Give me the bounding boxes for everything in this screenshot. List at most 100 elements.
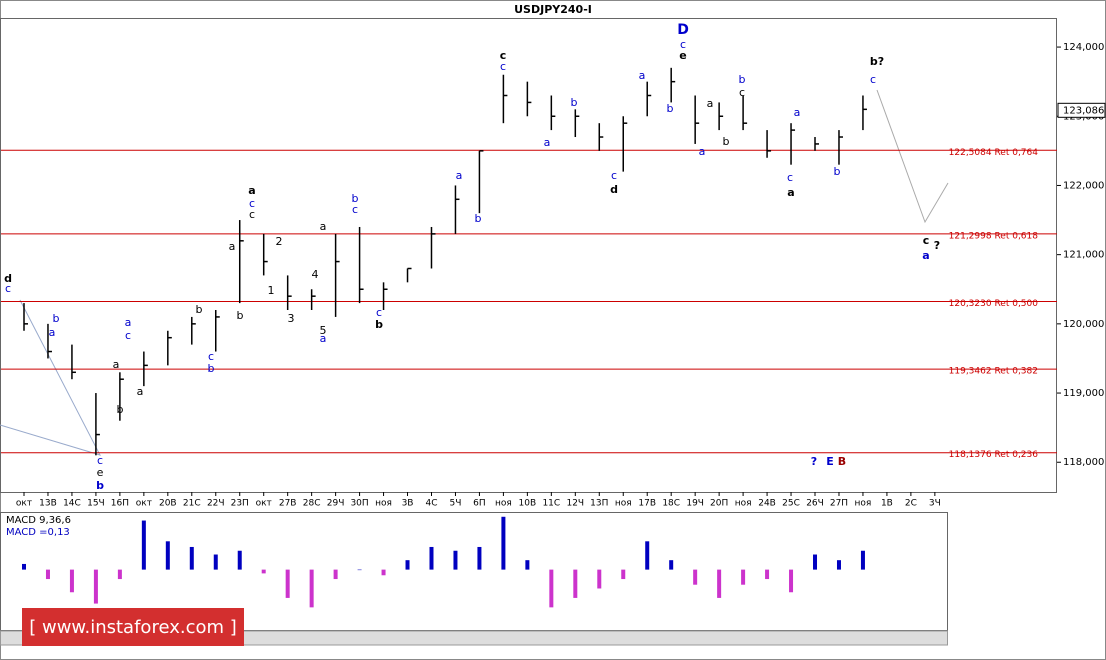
x-tick-label: 22Ч (207, 499, 225, 509)
macd-bar (645, 541, 650, 570)
macd-bar (213, 554, 218, 570)
x-tick-label: ноя (495, 499, 512, 509)
level-label: 118,1376 Ret 0,236 (949, 450, 1039, 460)
wave-label: c (5, 282, 11, 295)
wave-label: 4 (312, 268, 319, 281)
macd-bar (141, 520, 146, 570)
wave-label: b (237, 309, 244, 322)
wave-label: e (97, 466, 104, 479)
x-tick-label: 29Ч (327, 499, 345, 509)
wave-label: a (229, 240, 236, 253)
wave-label: c (923, 234, 930, 247)
x-tick-label: 20В (159, 499, 177, 509)
watermark: [ www.instaforex.com ] (29, 617, 237, 638)
x-tick-label: 13П (590, 499, 608, 509)
wave-label: c (352, 203, 358, 216)
macd-bar (813, 554, 818, 570)
x-tick-label: окт (136, 499, 152, 509)
macd-bar (789, 569, 794, 593)
macd-bar (165, 541, 170, 570)
x-tick-label: окт (16, 499, 32, 509)
wave-label: b (96, 479, 104, 492)
x-tick-label: 1В (881, 499, 893, 509)
x-tick-label: 5Ч (450, 499, 462, 509)
wave-label: D (677, 22, 689, 38)
last-price-label: 123,086 (1063, 105, 1104, 116)
x-tick-label: 11С (542, 499, 560, 509)
x-tick-label: ноя (615, 499, 632, 509)
macd-bar (189, 546, 194, 570)
chart-title: USDJPY240-I (514, 3, 592, 16)
x-tick-label: 10В (519, 499, 537, 509)
macd-bar (717, 569, 722, 598)
macd-bar (765, 569, 770, 580)
macd-bar (261, 569, 266, 574)
level-label: 121,2998 Ret 0,618 (949, 231, 1039, 241)
macd-bar (381, 569, 386, 576)
level-label: 119,3462 Ret 0,382 (949, 367, 1038, 377)
wave-label: a (113, 358, 120, 371)
macd-bar (22, 563, 26, 570)
x-tick-label: 20П (710, 499, 728, 509)
wave-label: d (4, 272, 12, 285)
wave-label: a (49, 326, 56, 339)
last-price-box (1057, 102, 1106, 118)
wave-label: b (834, 165, 841, 178)
y-tick-label: 124,000 (1063, 42, 1104, 53)
wave-label: b (723, 135, 730, 148)
trend-line (0, 299, 101, 456)
wave-label: c (739, 86, 745, 99)
wave-label: a (787, 186, 794, 199)
y-tick-label: 118,000 (1063, 457, 1104, 468)
macd-bar (333, 569, 338, 580)
macd-value-label: MACD =0,13 (6, 527, 70, 538)
x-tick-label: 24В (758, 499, 776, 509)
macd-bar (237, 550, 242, 570)
macd-label: MACD 9,36,6 (6, 515, 71, 526)
macd-bar (573, 569, 578, 598)
wave-label: 1 (268, 284, 275, 297)
wave-label: a (137, 385, 144, 398)
x-tick-label: 23П (231, 499, 249, 509)
wave-label: c (680, 38, 686, 51)
wave-label: a (922, 249, 929, 262)
x-tick-label: 18С (662, 499, 680, 509)
x-tick-label: 27В (279, 499, 297, 509)
x-tick-label: 12Ч (566, 499, 584, 509)
wave-label: c (787, 171, 793, 184)
macd-bar (285, 569, 290, 598)
watermark-box (22, 608, 244, 646)
wave-label: e (679, 49, 686, 62)
y-tick-label: 122,000 (1063, 180, 1104, 191)
x-tick-label: 30П (350, 499, 368, 509)
wave-label: a (125, 316, 132, 329)
macd-bar (836, 560, 841, 570)
wave-label: c (376, 306, 382, 319)
macd-bar (525, 560, 530, 570)
macd-bar (357, 569, 362, 571)
wave-label: b (667, 102, 674, 115)
x-tick-label: 25С (782, 499, 800, 509)
macd-bar (597, 569, 602, 589)
macd-bar (69, 569, 74, 593)
macd-bar (93, 569, 98, 604)
wave-label: c (870, 73, 876, 86)
wave-label: a (639, 69, 646, 82)
wave-label: a (320, 220, 327, 233)
x-tick-label: 19Ч (686, 499, 704, 509)
x-tick-label: 4С (425, 499, 437, 509)
x-tick-label: окт (256, 499, 272, 509)
x-tick-label: 6П (473, 499, 486, 509)
wave-label: b (208, 362, 215, 375)
macd-bar (117, 569, 122, 580)
x-tick-label: 26Ч (806, 499, 824, 509)
macd-bar (501, 516, 506, 570)
macd-bar (741, 569, 746, 585)
wave-label: c (249, 208, 255, 221)
x-tick-label: ноя (375, 499, 392, 509)
wave-label: b (117, 403, 124, 416)
x-tick-label: 3Ч (929, 499, 941, 509)
wave-label: 2 (276, 235, 283, 248)
macd-bar (453, 550, 458, 570)
